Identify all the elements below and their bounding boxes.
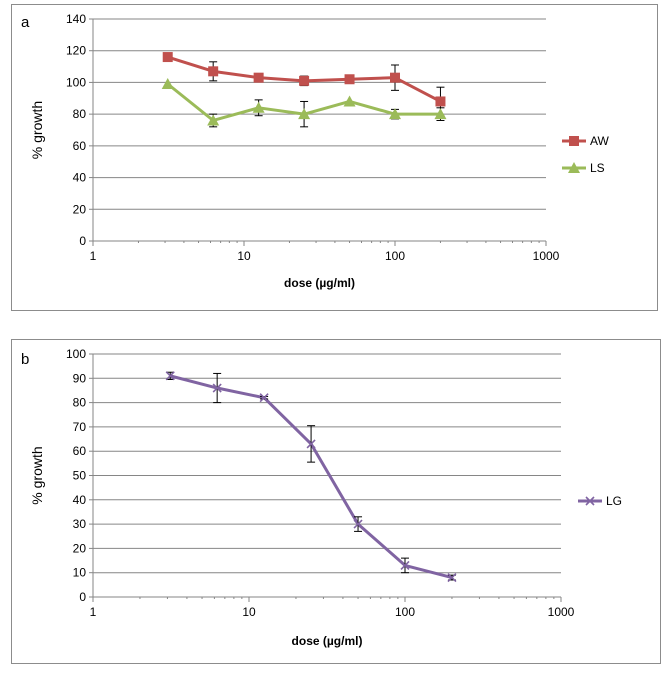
y-tick-label: 120 (66, 44, 86, 58)
data-point (343, 95, 356, 107)
y-tick-label: 100 (66, 347, 86, 361)
data-point (435, 96, 446, 107)
y-tick-label: 140 (66, 12, 86, 26)
series-LS (161, 78, 447, 128)
data-point (259, 393, 269, 403)
y-axis-label: % growth (29, 101, 45, 159)
x-axis-label: dose (µg/ml) (284, 276, 355, 290)
data-point (252, 101, 265, 113)
data-point (253, 72, 264, 83)
data-point (162, 52, 173, 63)
data-point (353, 519, 363, 529)
data-point (208, 66, 219, 77)
data-point (299, 75, 310, 86)
series-AW (162, 52, 446, 117)
x-tick-label: 100 (385, 249, 405, 263)
x-tick-label: 100 (395, 605, 415, 619)
data-point (400, 560, 410, 570)
legend-marker (585, 496, 595, 506)
legend-label: LS (590, 161, 605, 175)
y-tick-label: 20 (73, 541, 87, 555)
data-point (390, 72, 400, 83)
y-axis-label: % growth (29, 446, 45, 504)
legend-label: LG (606, 494, 622, 508)
data-point (298, 108, 311, 120)
y-tick-label: 50 (73, 469, 87, 483)
data-point (434, 108, 447, 120)
y-tick-label: 0 (79, 234, 86, 248)
data-point (161, 78, 174, 90)
y-tick-label: 40 (73, 171, 87, 185)
x-tick-label: 1 (90, 249, 97, 263)
y-tick-label: 70 (73, 420, 87, 434)
y-tick-label: 40 (73, 493, 87, 507)
chart-panel-a: a 0 20 40 60 80 100 120 140 1 10 100 1000 dose (µg/ml… (11, 4, 658, 311)
legend-entry-AW: AW (562, 134, 610, 148)
legend-entry-LS: LS (562, 161, 605, 175)
x-tick-label: 10 (242, 605, 256, 619)
chart-panel-b: b 0 10 20 30 40 50 60 70 80 90 100 1 10 100 1000 dose (µ… (11, 339, 661, 664)
chart-a: a 0 20 40 60 80 100 120 140 1 10 100 1000 dose (µg/ml… (21, 12, 610, 290)
data-point (447, 572, 457, 583)
series-line (169, 374, 453, 580)
x-tick-label: 1 (90, 605, 97, 619)
data-point (389, 108, 401, 120)
legend-entry-LG: LG (578, 494, 622, 508)
data-point (306, 439, 316, 449)
y-tick-label: 30 (73, 517, 87, 531)
y-tick-label: 80 (73, 396, 87, 410)
chart-title: b (21, 351, 29, 368)
x-tick-label: 10 (237, 249, 251, 263)
y-tick-label: 80 (73, 107, 87, 121)
chart-title: a (21, 14, 30, 31)
y-tick-label: 10 (73, 566, 87, 580)
y-tick-label: 60 (73, 444, 87, 458)
x-tick-label: 1000 (548, 605, 575, 619)
y-tick-label: 100 (66, 75, 86, 89)
x-tick-label: 1000 (533, 249, 560, 263)
data-point (344, 74, 355, 85)
data-point (207, 114, 220, 126)
y-tick-label: 90 (73, 371, 87, 385)
y-tick-label: 20 (73, 202, 87, 216)
legend-label: AW (590, 134, 610, 148)
x-axis-label: dose (µg/ml) (292, 634, 363, 648)
y-tick-label: 0 (79, 590, 86, 604)
legend-marker (569, 136, 579, 146)
series-LG (165, 371, 457, 583)
data-point (165, 371, 175, 381)
y-tick-label: 60 (73, 139, 87, 153)
data-point (212, 383, 222, 393)
legend-marker (568, 162, 580, 173)
